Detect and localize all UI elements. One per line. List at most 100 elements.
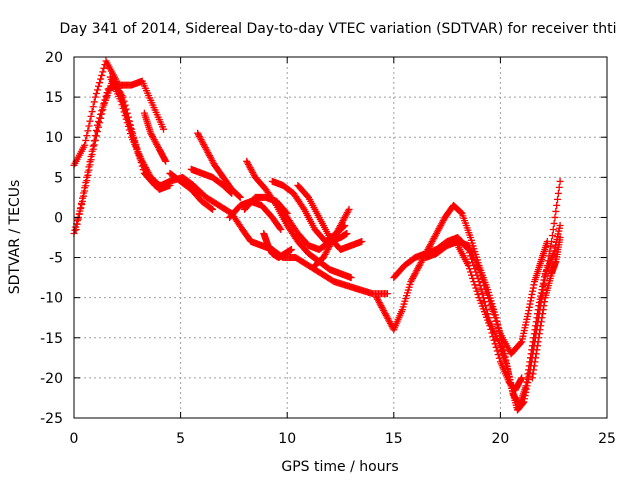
data-series	[166, 169, 217, 213]
data-point	[486, 322, 494, 330]
y-tick-label: -15	[40, 331, 63, 347]
data-point	[155, 181, 163, 189]
data-point	[493, 347, 501, 355]
y-tick-label: 15	[45, 90, 63, 106]
data-point	[287, 246, 295, 254]
series-layer	[70, 57, 564, 414]
chart-title: Day 341 of 2014, Sidereal Day-to-day VTE…	[60, 21, 617, 37]
data-point	[518, 374, 526, 382]
data-point	[478, 290, 486, 298]
y-tick-label: -10	[40, 291, 63, 307]
data-point	[464, 262, 472, 270]
data-point	[467, 268, 475, 276]
data-point	[83, 132, 91, 140]
data-point	[92, 90, 100, 98]
data-point	[487, 325, 495, 333]
data-point	[117, 97, 125, 105]
data-point	[235, 193, 243, 201]
data-series	[311, 205, 353, 270]
data-point	[475, 266, 483, 274]
data-series	[528, 234, 564, 382]
y-tick-label: 0	[54, 210, 63, 226]
data-point	[84, 168, 92, 176]
data-point	[492, 317, 500, 325]
data-point	[343, 229, 351, 237]
x-tick-label: 10	[278, 431, 296, 447]
data-point	[85, 122, 93, 130]
data-point	[82, 136, 90, 144]
data-point	[474, 290, 482, 298]
x-axis-label: GPS time / hours	[281, 459, 398, 475]
data-point	[556, 177, 564, 185]
data-point	[96, 114, 104, 122]
data-point	[75, 210, 83, 218]
data-point	[490, 336, 498, 344]
data-point	[160, 125, 168, 133]
data-series	[72, 77, 168, 233]
data-point	[96, 79, 104, 87]
data-point	[491, 314, 499, 322]
data-point	[489, 307, 497, 315]
data-series	[260, 229, 295, 262]
data-point	[101, 96, 109, 104]
data-point	[547, 242, 555, 250]
data-point	[74, 215, 82, 223]
data-point	[124, 122, 132, 130]
data-point	[485, 294, 493, 302]
data-point	[489, 333, 497, 341]
data-point	[88, 147, 96, 155]
data-point	[276, 224, 284, 232]
data-point	[82, 179, 90, 187]
data-point	[90, 98, 98, 106]
data-point	[71, 226, 79, 234]
data-point	[347, 274, 355, 282]
data-point	[551, 213, 559, 221]
data-point	[88, 108, 96, 116]
data-point	[550, 219, 558, 227]
data-point	[483, 288, 491, 296]
data-point	[476, 269, 484, 277]
data-point	[481, 285, 489, 293]
data-point	[73, 220, 81, 228]
data-point	[83, 173, 91, 181]
data-series	[187, 165, 236, 197]
data-point	[488, 304, 496, 312]
data-point	[465, 265, 473, 273]
data-point	[93, 121, 101, 129]
data-point	[80, 189, 88, 197]
data-series	[454, 242, 526, 394]
data-point	[473, 287, 481, 295]
data-point	[358, 238, 366, 246]
data-point	[95, 118, 103, 126]
data-point	[121, 112, 129, 120]
data-point	[89, 142, 97, 150]
y-tick-label: 10	[45, 130, 63, 146]
data-point	[97, 75, 105, 83]
data-point	[77, 199, 85, 207]
data-point	[87, 112, 95, 120]
data-point	[553, 201, 561, 209]
data-point	[477, 286, 485, 294]
data-point	[120, 108, 128, 116]
y-tick-label: -25	[40, 411, 63, 427]
data-series	[390, 221, 564, 410]
data-point	[91, 132, 99, 140]
data-point	[491, 340, 499, 348]
data-point	[554, 195, 562, 203]
data-point	[93, 86, 101, 94]
data-point	[123, 119, 131, 127]
x-tick-label: 25	[598, 431, 616, 447]
data-point	[470, 278, 478, 286]
data-point	[480, 282, 488, 290]
x-tick-label: 15	[385, 431, 403, 447]
data-point	[494, 351, 502, 359]
x-tick-label: 5	[176, 431, 185, 447]
data-point	[236, 193, 244, 201]
data-point	[209, 205, 217, 213]
data-series	[422, 238, 551, 358]
data-point	[488, 329, 496, 337]
data-point	[97, 110, 105, 118]
data-point	[468, 271, 476, 279]
grid-lines	[74, 57, 607, 418]
data-point	[549, 225, 557, 233]
